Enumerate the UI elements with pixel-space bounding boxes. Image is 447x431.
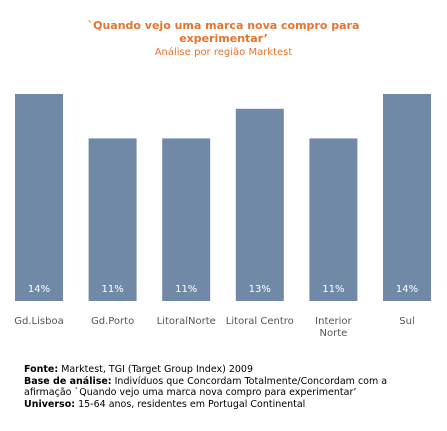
bar-gd-porto [88,138,137,301]
category-label: Litoral Centro [226,316,294,327]
bar-sul [383,94,431,301]
chart-footer: Fonte: Marktest, TGI (Target Group Index… [24,364,444,410]
footer-universe-text: 15-64 anos, residentes em Portugal Conti… [75,398,306,410]
bar-gd-lisboa [15,94,63,301]
footer-base-label: Base de análise: [24,375,112,387]
footer-universe-label: Universo: [24,398,76,410]
footer-source: Fonte: Marktest, TGI (Target Group Index… [24,364,444,376]
data-label: 14% [396,284,418,295]
bar-interior-norte [309,138,358,301]
footer-source-text: Marktest, TGI (Target Group Index) 2009 [58,364,254,375]
chart-subtitle: Análise por região Marktest [154,47,293,58]
data-label: 13% [249,284,271,295]
data-label: 14% [28,284,50,295]
category-label: Interior Norte [315,316,352,339]
data-label: 11% [175,284,197,295]
category-label: Gd.Lisboa [14,316,63,327]
data-label: 11% [101,284,123,295]
data-label: 11% [322,284,344,295]
bar-litoralnorte [162,138,211,301]
bar-chart: 14% Gd.Lisboa 11% Gd.Porto 11% LitoralNorte 13… [14,94,431,339]
chart-title-line-2: experimentar’ [179,32,268,45]
bar-litoral-centro [235,108,284,301]
footer-source-label: Fonte: [24,364,59,375]
footer-universe: Universo: 15-64 anos, residentes em Port… [24,399,444,411]
footer-base-continued: afirmação `Quando vejo uma marca nova co… [24,387,357,398]
category-label: Gd.Porto [91,316,134,327]
footer-base-text: Indivíduos que Concordam Totalmente/Conc… [111,375,388,387]
category-label: LitoralNorte [157,316,216,327]
footer-base: Base de análise: Indivíduos que Concorda… [24,376,444,388]
chart-title-line-1: `Quando vejo uma marca nova compro para [87,19,360,32]
category-label: Sul [399,316,414,327]
